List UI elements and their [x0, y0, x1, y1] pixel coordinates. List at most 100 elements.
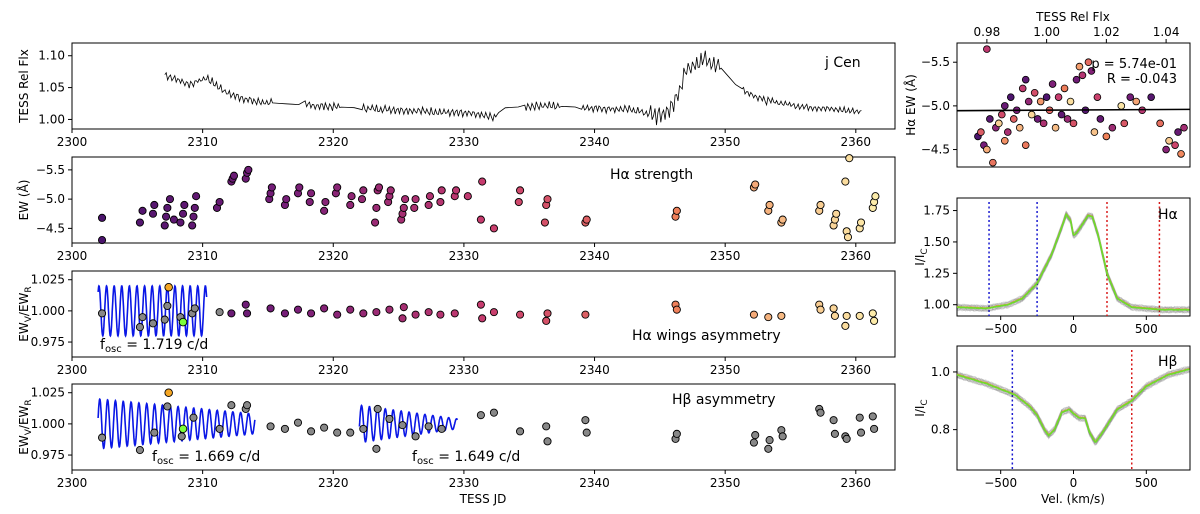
corr-point — [1069, 119, 1078, 128]
hb-asym-axes-frame — [71, 383, 896, 471]
x-tick-label: 2340 — [579, 135, 610, 149]
x-tick-label: 500 — [1135, 476, 1158, 490]
corr-ylabel: Hα EW (Å) — [903, 74, 918, 136]
ha-strength-point — [320, 206, 329, 215]
y-tick-label: 1.50 — [923, 235, 950, 249]
ha-strength-point — [516, 186, 525, 195]
hb-asym-point — [751, 431, 760, 440]
x-tick-label: −500 — [984, 476, 1017, 490]
corr-xlabel-top: TESS Rel Flx — [1035, 10, 1110, 24]
ha-asym-point — [672, 305, 681, 314]
ha-strength-point — [386, 186, 395, 195]
hb-asym-point — [778, 432, 787, 441]
ha-strength-point — [346, 200, 355, 210]
x-tick-label: 2300 — [57, 363, 88, 377]
profile-line-1 — [957, 215, 1190, 314]
hb-asym-point — [856, 428, 866, 437]
x-tick-label: 2320 — [318, 476, 349, 490]
ha-strength-point — [489, 224, 499, 233]
ha-asym-point — [241, 300, 250, 309]
corr-p-value: p = 5.74e-01 — [1091, 57, 1177, 72]
hb-asym-point — [582, 428, 591, 437]
corr-point — [995, 119, 1003, 128]
corr-fit-line — [956, 108, 1191, 112]
ha-asym-point — [346, 305, 355, 314]
profile-line-8 — [956, 210, 1190, 309]
corr-point — [1021, 75, 1030, 84]
hb-asym-point — [215, 424, 224, 433]
x-tick-label: 1.04 — [1153, 25, 1180, 39]
ha-strength-point — [843, 233, 853, 242]
y-tick-label: −4.5 — [36, 221, 65, 235]
ha-strength-point — [150, 200, 159, 210]
hb-asym-point — [543, 437, 552, 446]
tess-axes-frame — [71, 42, 896, 130]
hb-asym-point — [346, 428, 355, 437]
corr-point — [1126, 93, 1135, 101]
ha-strength-point — [540, 218, 549, 227]
ha-strength-point — [371, 218, 380, 227]
ha-strength-point — [582, 215, 591, 224]
ha-profile-lines — [956, 210, 1190, 314]
corr-point — [1102, 132, 1111, 141]
y-tick-label: 1.000 — [31, 417, 65, 431]
x-tick-label: 2330 — [449, 135, 480, 149]
y-tick-label: 1.25 — [923, 266, 950, 280]
ha-asym-highlight-points — [164, 282, 188, 327]
ha-asym-panel: 2300 2310 2320 2330 2340 2350 2360 0.975 1.000 1.… — [17, 270, 896, 377]
y-tick-label: −5.5 — [921, 55, 950, 69]
hb-asym-point — [870, 424, 879, 433]
hb-asym-points — [97, 401, 879, 455]
corr-point — [1039, 119, 1048, 128]
hb-asym-highlight-orange — [164, 388, 173, 397]
ha-strength-point — [401, 195, 410, 204]
ha-strength-point — [347, 192, 356, 201]
ha-strength-point — [180, 200, 189, 210]
corr-ticks: 0.98 1.00 1.02 1.04 −5.5 −5.0 −4.5 — [921, 25, 1180, 157]
hb-asym-title: Hβ asymmetry — [672, 392, 776, 408]
ha-strength-point — [514, 197, 523, 207]
ha-strength-ylabel: EW (Å) — [16, 180, 31, 221]
ha-asym-point — [359, 309, 368, 318]
hb-asym-point — [830, 429, 839, 438]
tess-ylabel: TESS Rel Flx — [17, 49, 31, 124]
hb-asym-xlabel: TESS JD — [459, 492, 507, 506]
corr-point — [1051, 123, 1060, 132]
ha-asym-point — [870, 316, 879, 325]
ha-asym-point — [307, 309, 316, 318]
hb-asym-point — [333, 428, 342, 437]
x-tick-label: 2310 — [187, 249, 218, 263]
profile-line-6 — [956, 212, 1190, 310]
hb-asym-point — [816, 408, 825, 417]
hb-profile-axes-frame — [956, 345, 1191, 471]
ha-strength-point — [307, 189, 316, 198]
hb-asym-point — [135, 446, 144, 455]
corr-point — [1177, 150, 1185, 158]
ha-asym-point — [266, 304, 275, 313]
corr-point — [1132, 97, 1141, 106]
x-tick-label: 2350 — [710, 249, 741, 263]
ha-asym-point — [855, 311, 864, 320]
hb-asym-point — [764, 444, 773, 453]
ha-strength-point — [244, 165, 253, 174]
y-tick-label: −5.5 — [36, 163, 65, 177]
hb-asym-point — [411, 432, 420, 441]
ha-profile-axes-frame — [956, 197, 1191, 317]
ha-asym-point — [749, 310, 758, 319]
corr-point — [1000, 102, 1009, 110]
x-tick-label: 2300 — [57, 476, 88, 490]
ha-asym-point — [842, 311, 851, 320]
ha-asym-point — [830, 311, 839, 320]
ha-asym-point — [160, 315, 169, 324]
ha-asym-fosc: fosc = 1.719 c/d — [100, 337, 208, 355]
x-tick-label: 2360 — [841, 476, 872, 490]
ha-strength-point — [543, 195, 552, 204]
hb-profile-xlabel: Vel. (km/s) — [1041, 492, 1105, 506]
hb-asym-point — [437, 424, 446, 433]
ha-profile-ticks: −500 0 500 1.00 1.25 1.50 1.75 — [923, 204, 1157, 336]
corr-point — [1057, 110, 1066, 119]
ha-asym-point — [829, 304, 838, 313]
corr-point — [1054, 93, 1063, 101]
y-tick-label: 1.025 — [31, 273, 65, 287]
x-tick-label: 0 — [1070, 476, 1078, 490]
